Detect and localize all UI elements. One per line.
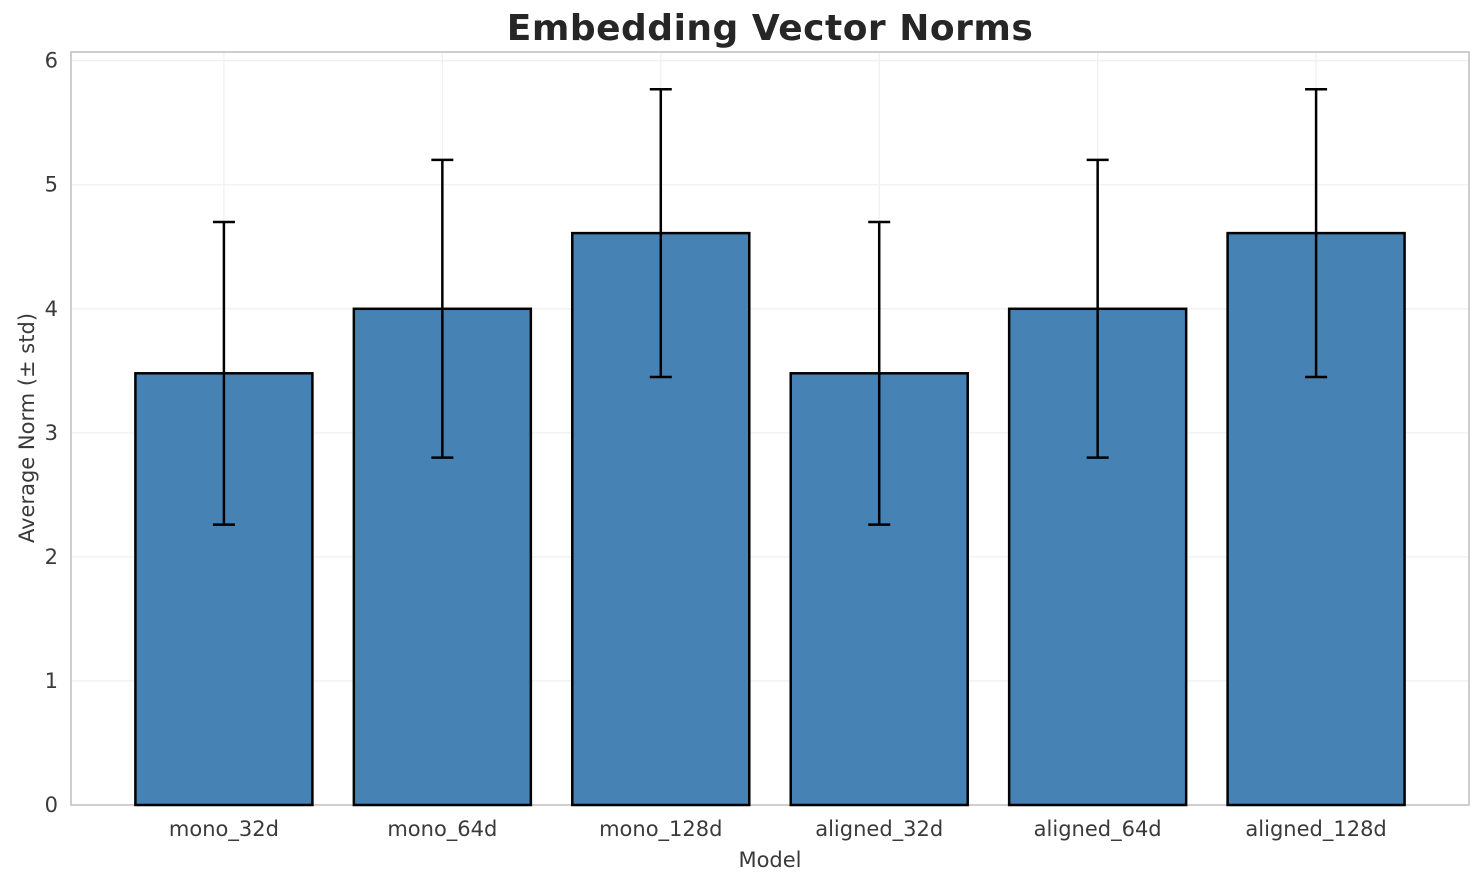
bar-aligned_64d: [1007, 307, 1188, 807]
x-tick-mono_64d: mono_64d: [387, 817, 497, 842]
y-tick-2: 2: [45, 545, 58, 569]
plot-border: [70, 51, 1470, 806]
y-tick-1: 1: [45, 669, 58, 693]
chart-title: Embedding Vector Norms: [506, 8, 1034, 49]
y-tick-3: 3: [45, 421, 58, 445]
y-tick-6: 6: [45, 49, 58, 73]
x-axis-label: Model: [738, 848, 802, 872]
x-tick-mono_128d: mono_128d: [599, 817, 722, 842]
y-axis-label: Average Norm (± std): [15, 312, 39, 544]
x-tick-mono_32d: mono_32d: [169, 817, 279, 842]
x-tick-aligned_32d: aligned_32d: [815, 817, 943, 842]
y-tick-0: 0: [45, 793, 58, 817]
x-tick-aligned_64d: aligned_64d: [1034, 817, 1162, 842]
y-tick-4: 4: [45, 297, 58, 321]
x-tick-aligned_128d: aligned_128d: [1245, 817, 1386, 842]
y-tick-5: 5: [45, 173, 58, 197]
